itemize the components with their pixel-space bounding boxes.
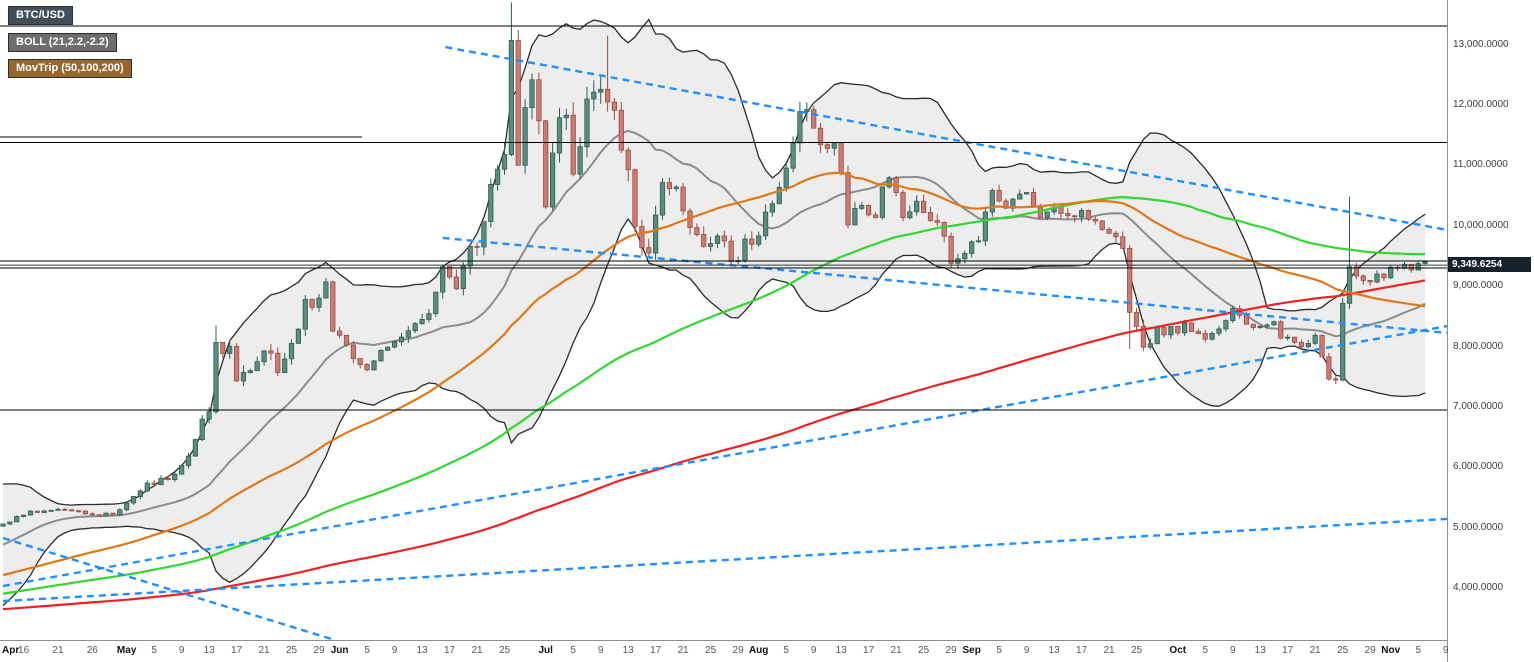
time-axis[interactable]: Apr 16 21 26 May 5 9 13 17 21 25 29 Jun 5 9 13 17 21 25 Jul… — [0, 640, 1449, 662]
price-tick-label: 10,000.0000 — [1453, 219, 1509, 231]
time-tick-label: 17 — [1282, 645, 1294, 656]
time-tick-label: 5 — [364, 645, 370, 656]
time-month-label: Oct — [1169, 645, 1187, 656]
time-tick-label: 17 — [863, 645, 875, 656]
trendlines-layer[interactable] — [2, 45, 1447, 640]
time-tick-label: 17 — [231, 645, 243, 656]
ma-50-line[interactable] — [2, 171, 1426, 577]
price-tick-label: 7,000.0000 — [1453, 400, 1504, 412]
movtrip-indicator-badge[interactable]: MovTrip (50,100,200) — [8, 59, 132, 78]
time-tick-label: 17 — [443, 645, 456, 656]
time-tick-label: 5 — [783, 645, 789, 656]
bollinger-mid-line — [2, 129, 1426, 546]
time-tick-label: 9 — [391, 645, 398, 656]
ma-200-line[interactable] — [2, 279, 1426, 611]
time-tick-label: 17 — [1076, 645, 1088, 656]
ma-100-line[interactable] — [2, 195, 1426, 595]
symbol-badge[interactable]: BTC/USD — [8, 6, 73, 25]
time-tick-label: 9 — [810, 645, 817, 656]
time-tick-label: 21 — [1103, 645, 1115, 656]
time-tick-label: 5 — [1202, 645, 1209, 656]
time-tick-label: 25 — [498, 645, 511, 656]
time-month-label: Jul — [538, 645, 553, 656]
time-tick-label: 29 — [1364, 645, 1376, 656]
price-tick-label: 5,000.0000 — [1453, 521, 1504, 533]
time-tick-label: 21 — [471, 645, 483, 656]
time-tick-label: 9 — [1023, 645, 1030, 656]
time-month-label: Sep — [962, 645, 981, 656]
time-tick-label: 5 — [996, 645, 1002, 656]
boll-indicator-badge[interactable]: BOLL (21,2.2,-2.2) — [8, 33, 117, 52]
price-tick-label: 13,000.0000 — [1453, 38, 1509, 50]
time-tick-label: 16 — [18, 645, 30, 656]
time-tick-label: 9 — [178, 645, 185, 656]
time-month-label: Aug — [748, 645, 769, 656]
time-tick-label: 25 — [918, 645, 930, 656]
time-tick-label: 25 — [285, 645, 298, 656]
price-axis[interactable]: 9,349.6254 13,000.0000 12,000.0000 11,000.… — [1447, 0, 1534, 662]
time-tick-label: 21 — [677, 645, 689, 656]
horizontal-lines-layer[interactable] — [0, 25, 1447, 411]
time-tick-label: 21 — [258, 645, 270, 656]
time-tick-label: 9 — [1229, 645, 1236, 656]
price-tick-label: 9,000.0000 — [1453, 280, 1504, 292]
price-tick-label: 6,000.0000 — [1453, 461, 1504, 473]
price-tick-label: 12,000.0000 — [1453, 99, 1509, 111]
time-month-label: Nov — [1381, 645, 1401, 656]
time-tick-label: 5 — [151, 645, 157, 656]
time-month-label: Apr — [2, 645, 20, 656]
time-tick-label: 25 — [1337, 645, 1349, 656]
time-tick-label: 25 — [705, 645, 717, 656]
bollinger-band-layer — [2, 18, 1426, 606]
time-tick-label: 25 — [1130, 645, 1143, 656]
chart-canvas[interactable] — [0, 0, 1447, 640]
time-month-label: Jun — [330, 645, 349, 656]
time-tick-label: 5 — [1415, 645, 1421, 656]
time-tick-label: 29 — [732, 645, 744, 656]
price-tick-label: 8,000.0000 — [1453, 340, 1504, 352]
time-tick-label: 5 — [570, 645, 576, 656]
last-price-badge: 9,349.6254 — [1448, 257, 1531, 273]
candles-layer — [0, 2, 1428, 527]
time-tick-label: 29 — [945, 645, 957, 656]
time-tick-label: 21 — [52, 645, 64, 656]
time-tick-label: 21 — [1309, 645, 1321, 656]
time-tick-label: 13 — [203, 645, 215, 656]
time-tick-label: 13 — [835, 645, 847, 656]
time-tick-label: 29 — [313, 645, 325, 656]
time-tick-label: 13 — [1048, 645, 1060, 656]
price-tick-label: 11,000.0000 — [1453, 159, 1508, 171]
time-tick-label: 13 — [1254, 645, 1266, 656]
time-tick-label: 26 — [86, 645, 98, 656]
time-tick-label: 9 — [597, 645, 604, 656]
time-tick-label: 13 — [622, 645, 634, 656]
time-tick-label: 17 — [650, 645, 662, 656]
time-month-label: May — [116, 645, 137, 656]
time-tick-label: 13 — [416, 645, 428, 656]
price-tick-label: 4,000.0000 — [1453, 582, 1504, 594]
time-tick-label: 21 — [890, 645, 902, 656]
time-tick-label: 9 — [1442, 645, 1449, 656]
